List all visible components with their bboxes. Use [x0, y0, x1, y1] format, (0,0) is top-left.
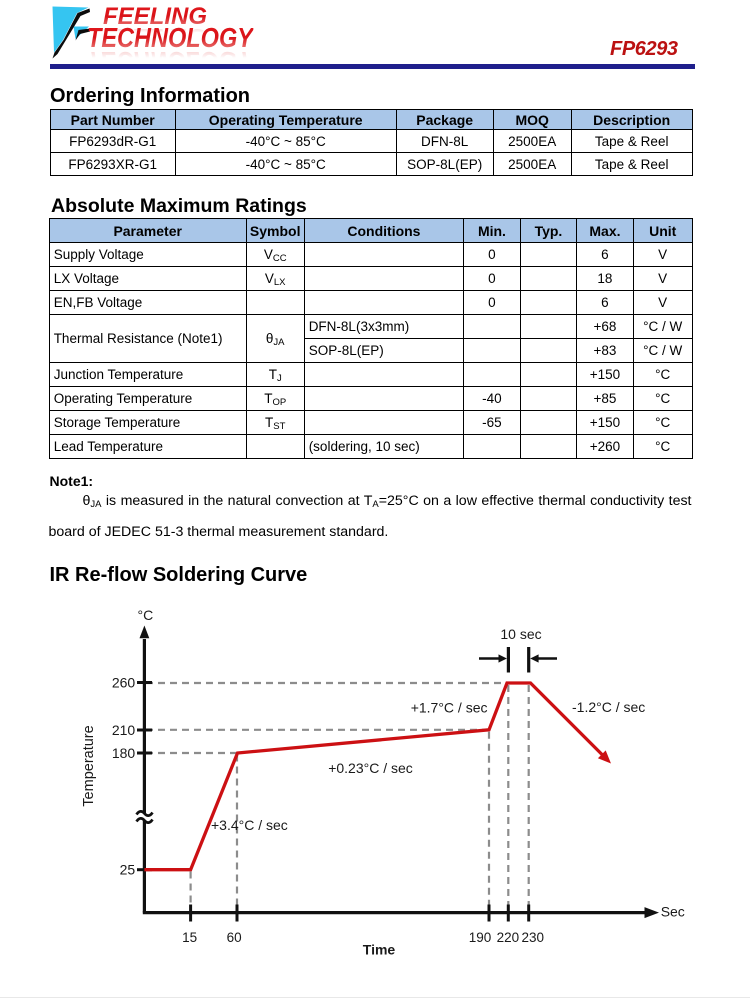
svg-text:60: 60 [227, 930, 242, 945]
svg-text:190: 190 [469, 930, 492, 945]
svg-text:Time: Time [363, 941, 396, 957]
svg-text:10 sec: 10 sec [500, 626, 541, 642]
svg-text:25: 25 [120, 861, 136, 877]
svg-text:Sec: Sec [661, 904, 685, 920]
svg-text:+0.23°C / sec: +0.23°C / sec [328, 760, 413, 776]
svg-text:-1.2°C / sec: -1.2°C / sec [572, 699, 645, 715]
svg-text:+1.7°C / sec: +1.7°C / sec [411, 699, 488, 715]
svg-text:260: 260 [112, 674, 136, 690]
svg-text:220: 220 [497, 930, 520, 945]
svg-text:230: 230 [522, 930, 545, 945]
svg-text:180: 180 [112, 745, 136, 761]
svg-text:Temperature: Temperature [81, 725, 97, 806]
svg-text:210: 210 [112, 722, 136, 738]
svg-text:°C: °C [138, 607, 154, 623]
svg-text:+3.4°C / sec: +3.4°C / sec [211, 817, 288, 833]
svg-text:15: 15 [182, 930, 197, 945]
